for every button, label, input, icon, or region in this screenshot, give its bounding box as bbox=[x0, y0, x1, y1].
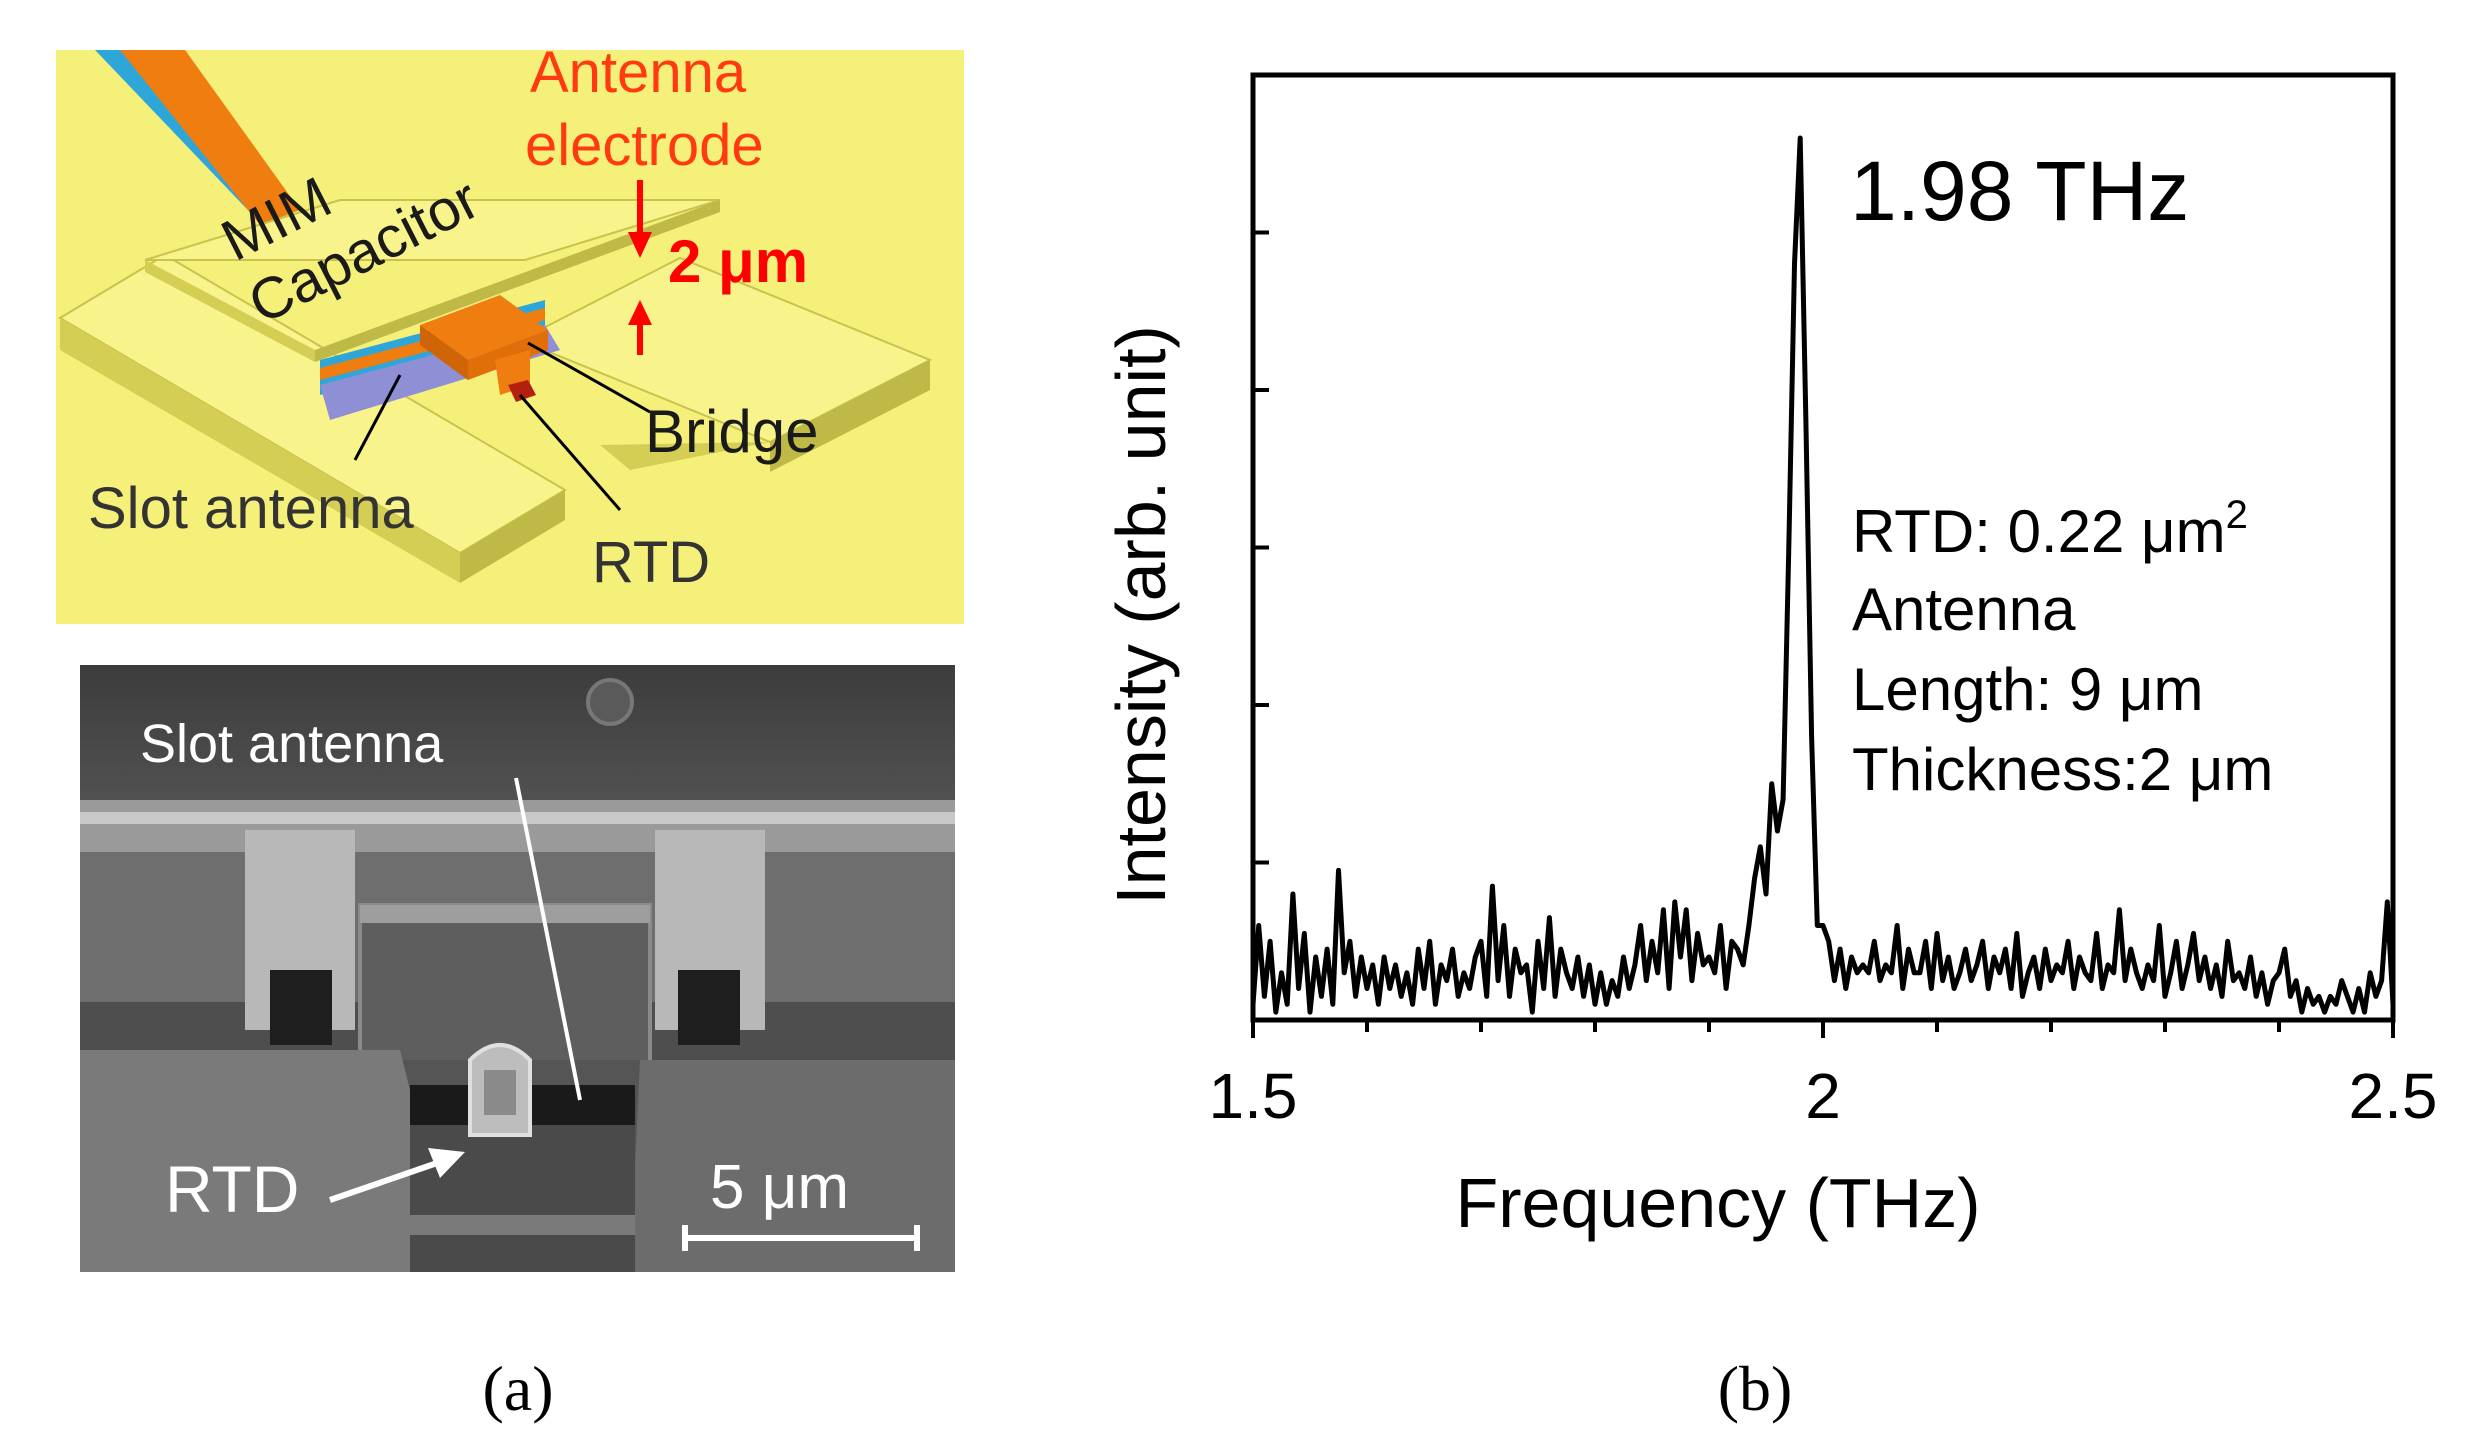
sem-rtd-label: RTD bbox=[165, 1152, 299, 1226]
x-axis-label: Frequency (THz) bbox=[1455, 1164, 1980, 1242]
x-tick-label-1.5: 1.5 bbox=[1209, 1060, 1298, 1132]
bridge-front bbox=[420, 325, 468, 380]
sem-bright-ridge bbox=[80, 800, 955, 852]
y-axis-label: Intensity (arb. unit) bbox=[1102, 325, 1180, 905]
sem-left-electrode bbox=[80, 1050, 410, 1272]
mim-capacitor-front bbox=[145, 260, 315, 362]
rtd-leader bbox=[518, 394, 622, 511]
right-slab-edge bbox=[600, 442, 770, 470]
right-slab-side bbox=[770, 360, 930, 472]
bridge-side bbox=[468, 330, 548, 380]
panel-b-label: (b) bbox=[1718, 1353, 1793, 1424]
x-tick-label-2.5: 2.5 bbox=[2349, 1060, 2438, 1132]
info-length: Length: 9 μm bbox=[1852, 656, 2203, 723]
slot-antenna-leader bbox=[353, 374, 402, 461]
panel-a-label-text: (a) bbox=[482, 1353, 553, 1424]
x-tick-label-2: 2 bbox=[1805, 1060, 1841, 1132]
info-rtd-sup: 2 bbox=[2226, 493, 2248, 537]
sem-slot-step bbox=[410, 1215, 635, 1235]
spectrum-line bbox=[1250, 135, 2396, 1015]
mim-capacitor-side bbox=[315, 200, 720, 362]
plot-frame bbox=[1250, 72, 2396, 1023]
sem-ridge-highlight bbox=[80, 812, 955, 824]
sem-particle bbox=[586, 678, 634, 726]
sem-rtd-arrowhead bbox=[428, 1148, 465, 1178]
antenna-electrode-label-2: electrode bbox=[525, 113, 764, 178]
info-rtd: RTD: 0.22 μm2 bbox=[1852, 493, 2248, 565]
info-thickness: Thickness:2 μm bbox=[1852, 736, 2273, 803]
sem-rtd-pointer bbox=[329, 1159, 441, 1203]
sem-capacitor-edge bbox=[360, 905, 650, 923]
scale-bar-label: 5 μm bbox=[710, 1153, 849, 1222]
sem-slot-floor bbox=[410, 1125, 635, 1272]
sem-right-electrode bbox=[630, 1060, 955, 1272]
sem-left-cavity bbox=[270, 970, 332, 1045]
sem-slot-antenna-label: Slot antenna bbox=[140, 714, 444, 774]
thickness-label: 2 μm bbox=[668, 228, 808, 295]
panel-a-label: (a) bbox=[482, 1353, 553, 1424]
left-slab-side bbox=[460, 490, 565, 583]
rtd-label: RTD bbox=[592, 530, 710, 595]
rtd-mesa bbox=[508, 380, 536, 402]
panel-b-label-text: (b) bbox=[1718, 1353, 1793, 1424]
slot-antenna-label: Slot antenna bbox=[88, 476, 414, 541]
sem-right-cavity bbox=[678, 970, 740, 1045]
spectrum-chart: 1.5 2 2.5 Frequency (THz) Intensity (arb… bbox=[1102, 72, 2438, 1242]
sem-capacitor-body bbox=[358, 903, 652, 1067]
bridge-label: Bridge bbox=[645, 398, 818, 465]
bridge-top bbox=[420, 295, 548, 360]
sem-panel: Slot antenna RTD 5 μm bbox=[80, 665, 955, 1272]
bridge-leader bbox=[527, 341, 651, 414]
thickness-arrow-top-head bbox=[628, 232, 652, 258]
sem-slot-antenna-pointer bbox=[514, 777, 582, 1101]
thickness-arrow-bottom-head bbox=[628, 300, 652, 325]
antenna-electrode-label-1: Antenna bbox=[530, 40, 747, 105]
info-rtd-text: RTD: 0.22 μm bbox=[1852, 498, 2226, 565]
feed-line-electrode bbox=[120, 50, 300, 225]
peak-label: 1.98 THz bbox=[1850, 144, 2189, 238]
schematic-panel: Antenna electrode 2 μm MIM Capacitor Bri… bbox=[56, 40, 964, 624]
left-slab-front bbox=[60, 318, 460, 583]
sem-rtd-face bbox=[484, 1070, 516, 1115]
info-antenna: Antenna bbox=[1852, 576, 2076, 643]
